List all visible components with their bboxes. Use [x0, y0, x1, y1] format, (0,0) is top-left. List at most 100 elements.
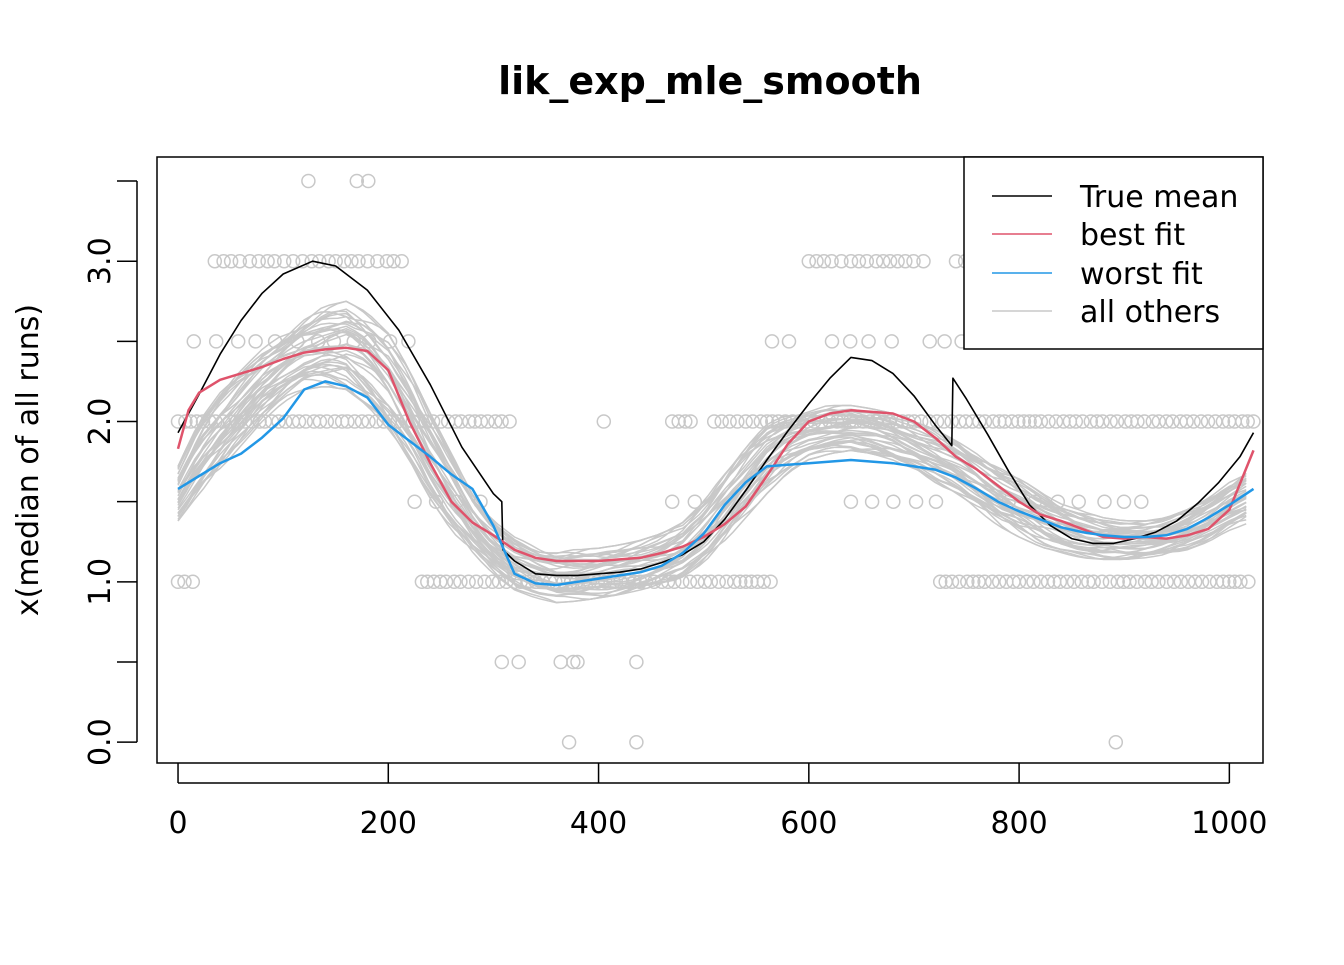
- data-point: [864, 494, 880, 509]
- data-point: [1052, 574, 1068, 590]
- data-point: [453, 414, 469, 429]
- data-point: [1129, 574, 1145, 590]
- data-point: [291, 414, 307, 429]
- data-point: [1081, 574, 1096, 590]
- data-point: [738, 574, 754, 590]
- series-line-other: [177, 308, 1247, 559]
- data-point: [453, 574, 468, 590]
- data-point: [561, 734, 577, 750]
- data-point: [884, 334, 899, 349]
- data-point: [321, 253, 336, 269]
- data-point: [726, 574, 742, 590]
- data-point: [170, 574, 186, 590]
- data-point: [1122, 574, 1137, 590]
- data-point: [1094, 574, 1110, 590]
- data-point: [312, 414, 328, 429]
- data-point: [868, 253, 884, 269]
- data-point: [1159, 414, 1174, 429]
- data-point: [379, 253, 395, 269]
- x-tick-label: 800: [990, 806, 1047, 841]
- data-point: [480, 414, 495, 429]
- data-point: [354, 414, 370, 429]
- data-point: [1041, 414, 1056, 429]
- data-point: [433, 574, 448, 590]
- data-point: [349, 173, 365, 189]
- data-point: [298, 414, 314, 429]
- data-point: [242, 253, 258, 269]
- data-point: [1215, 574, 1231, 590]
- data-point: [1083, 414, 1099, 429]
- legend-label-best-fit: best fit: [1080, 218, 1185, 253]
- series-line-other: [177, 367, 1247, 595]
- y-tick-label: 2.0: [83, 398, 118, 446]
- data-point: [928, 494, 944, 509]
- data-point: [511, 654, 526, 670]
- data-point: [502, 414, 517, 429]
- data-point: [730, 414, 745, 429]
- data-point: [370, 253, 385, 269]
- data-point: [494, 654, 510, 670]
- y-axis-label: x(median of all runs): [11, 304, 46, 616]
- data-point: [1110, 574, 1125, 590]
- data-point: [186, 334, 202, 349]
- data-point: [801, 253, 817, 269]
- data-point: [690, 574, 705, 590]
- data-point: [1108, 734, 1124, 750]
- data-point: [1233, 574, 1248, 590]
- data-point: [248, 334, 263, 349]
- data-point: [494, 414, 509, 429]
- x-tick-label: 600: [780, 806, 837, 841]
- series-line-other: [177, 300, 1247, 555]
- data-point: [875, 253, 891, 269]
- data-point: [1116, 494, 1132, 509]
- data-point: [1208, 414, 1223, 429]
- series-layer: [176, 260, 1255, 587]
- data-point: [1193, 414, 1209, 429]
- data-point: [886, 494, 901, 509]
- legend-label-true-mean: True mean: [1079, 180, 1238, 215]
- data-point: [1011, 414, 1026, 429]
- data-point: [834, 253, 849, 269]
- data-point: [1074, 574, 1089, 590]
- data-point: [756, 574, 772, 590]
- data-point: [842, 334, 858, 349]
- data-point: [1246, 414, 1261, 429]
- data-point: [671, 414, 686, 429]
- data-point: [890, 253, 905, 269]
- y-tick-label: 1.0: [83, 558, 118, 606]
- data-point: [682, 574, 698, 590]
- series-line-other: [177, 373, 1247, 597]
- data-point: [407, 494, 422, 509]
- data-point: [1019, 574, 1035, 590]
- data-point: [1187, 574, 1203, 590]
- data-point: [922, 334, 937, 349]
- data-point: [937, 334, 952, 349]
- data-point: [898, 253, 913, 269]
- data-point: [824, 253, 839, 269]
- data-point: [763, 574, 778, 590]
- data-point: [285, 253, 301, 269]
- data-point: [965, 574, 981, 590]
- data-point: [1166, 574, 1182, 590]
- data-point: [932, 574, 948, 590]
- data-point: [843, 253, 859, 269]
- data-point: [1130, 414, 1145, 429]
- data-point: [178, 414, 193, 429]
- legend-box: [963, 156, 1264, 350]
- data-point: [347, 414, 362, 429]
- legend-label-worst-fit: worst fit: [1080, 257, 1203, 292]
- data-point: [738, 414, 753, 429]
- data-point: [861, 334, 876, 349]
- data-point: [1151, 414, 1167, 429]
- data-point: [223, 253, 239, 269]
- y-tick-label: 0.0: [83, 718, 118, 766]
- data-point: [360, 253, 375, 269]
- data-point: [304, 253, 319, 269]
- x-tick-label: 400: [570, 806, 627, 841]
- data-point: [960, 574, 975, 590]
- data-point: [809, 253, 824, 269]
- data-point: [1103, 414, 1118, 429]
- data-point: [1016, 414, 1032, 429]
- data-point: [185, 574, 201, 590]
